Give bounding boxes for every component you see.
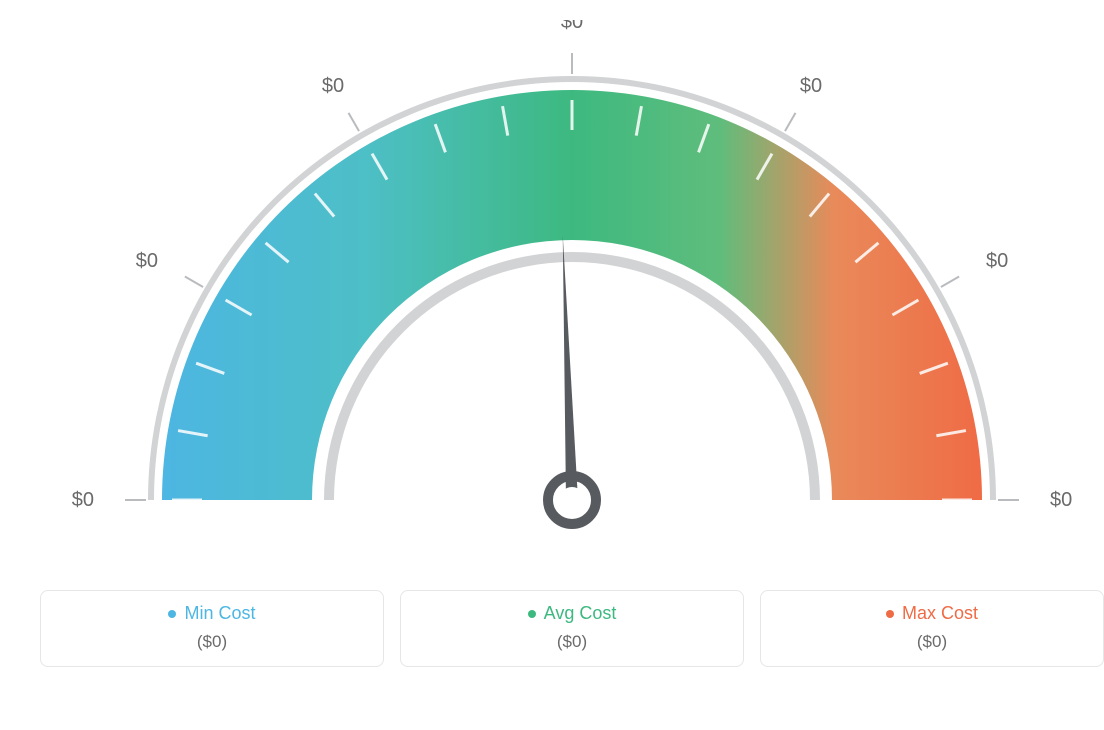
svg-text:$0: $0 xyxy=(136,250,158,272)
legend-value-avg: ($0) xyxy=(557,632,587,652)
legend-box-avg: Avg Cost ($0) xyxy=(400,590,744,667)
legend-dot-avg xyxy=(528,610,536,618)
legend-label-max: Max Cost xyxy=(902,603,978,624)
svg-text:$0: $0 xyxy=(986,250,1008,272)
legend-value-min: ($0) xyxy=(197,632,227,652)
legend-box-max: Max Cost ($0) xyxy=(760,590,1104,667)
legend-label-avg: Avg Cost xyxy=(544,603,617,624)
legend-value-max: ($0) xyxy=(917,632,947,652)
legend-label-min: Min Cost xyxy=(184,603,255,624)
svg-text:$0: $0 xyxy=(322,75,344,97)
legend-row: Min Cost ($0) Avg Cost ($0) Max Cost ($0… xyxy=(20,590,1104,667)
gauge-svg: $0 $0 $0 $0 $0 $0 $0 xyxy=(62,20,1082,580)
legend-dot-min xyxy=(168,610,176,618)
gauge-chart-container: $0 $0 $0 $0 $0 $0 $0 Min Cost ($0) Avg Cost ($… xyxy=(20,20,1104,710)
svg-text:$0: $0 xyxy=(72,489,94,511)
legend-box-min: Min Cost ($0) xyxy=(40,590,384,667)
svg-text:$0: $0 xyxy=(1050,489,1072,511)
legend-top-min: Min Cost xyxy=(168,603,255,624)
legend-top-avg: Avg Cost xyxy=(528,603,617,624)
gauge-area: $0 $0 $0 $0 $0 $0 $0 xyxy=(20,20,1104,580)
svg-text:$0: $0 xyxy=(800,75,822,97)
legend-top-max: Max Cost xyxy=(886,603,978,624)
legend-dot-max xyxy=(886,610,894,618)
svg-text:$0: $0 xyxy=(561,20,583,33)
